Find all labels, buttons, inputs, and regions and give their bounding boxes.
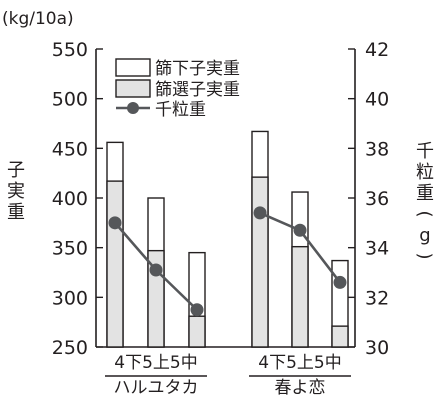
left-tick-label: 350 bbox=[52, 238, 88, 260]
legend-label-under-sieve: 篩下子実重 bbox=[155, 59, 240, 79]
line-series bbox=[108, 206, 347, 317]
right-axis-label: 千粒重 ( g) bbox=[414, 141, 435, 260]
legend-swatch-sieved bbox=[115, 79, 151, 98]
group-label: ハルユタカ bbox=[114, 378, 199, 398]
legend: 篩下子実重 篩選子実重 千粒重 bbox=[115, 58, 240, 120]
axis-label-char: 実 bbox=[7, 181, 25, 202]
left-tick-label: 450 bbox=[52, 138, 88, 160]
left-tick-label: 400 bbox=[52, 188, 88, 210]
thousand-grain-point bbox=[108, 216, 122, 230]
right-tick-label: 38 bbox=[365, 138, 389, 160]
right-tick-label: 32 bbox=[365, 287, 389, 309]
axis-label-char: 粒 bbox=[416, 162, 434, 183]
left-tick-label: 500 bbox=[52, 89, 88, 111]
left-unit-label: (kg/10a) bbox=[2, 9, 74, 29]
left-tick-label: 550 bbox=[52, 39, 88, 61]
axis-label-char: 重 bbox=[7, 202, 25, 223]
bar-sieved bbox=[106, 180, 124, 348]
legend-label-sieved: 篩選子実重 bbox=[155, 80, 240, 100]
thousand-grain-point bbox=[293, 223, 307, 237]
legend-marker-thousand bbox=[127, 102, 139, 114]
axis-label-char: ) bbox=[414, 252, 435, 259]
axis-label-char: 子 bbox=[7, 160, 25, 181]
right-tick-label: 40 bbox=[365, 89, 389, 111]
thousand-grain-point bbox=[149, 263, 163, 277]
right-tick-label: 34 bbox=[365, 238, 389, 260]
bar-sieved bbox=[188, 315, 206, 348]
left-axis-label: 子実重 bbox=[7, 160, 25, 223]
right-tick-label: 36 bbox=[365, 188, 389, 210]
thousand-grain-point bbox=[253, 206, 267, 220]
right-tick-label: 42 bbox=[365, 39, 389, 61]
bar-sieved bbox=[331, 325, 349, 348]
category-labels: 4下5上5中 bbox=[258, 353, 341, 373]
thousand-grain-point bbox=[333, 275, 347, 289]
plot-area: 550 500 450 400 350 300 250 42 40 38 36 34 32 30 bbox=[52, 39, 389, 359]
legend-swatch-under-sieve bbox=[115, 58, 151, 77]
axis-label-char: 千 bbox=[416, 141, 434, 162]
left-tick-label: 250 bbox=[52, 337, 88, 359]
thousand-grain-point bbox=[190, 303, 204, 317]
bar-group bbox=[106, 130, 349, 348]
axis-label-char: g bbox=[419, 225, 430, 246]
axis-label-char: ( bbox=[414, 210, 435, 217]
bar-sieved bbox=[251, 176, 269, 348]
axis-label-char: 重 bbox=[416, 183, 434, 204]
left-tick-label: 300 bbox=[52, 287, 88, 309]
bar-sieved bbox=[291, 245, 309, 348]
category-labels: 4下5上5中 bbox=[114, 353, 197, 373]
legend-label-thousand: 千粒重 bbox=[155, 100, 206, 120]
right-tick-label: 30 bbox=[365, 337, 389, 359]
group-label: 春よ恋 bbox=[275, 377, 326, 398]
